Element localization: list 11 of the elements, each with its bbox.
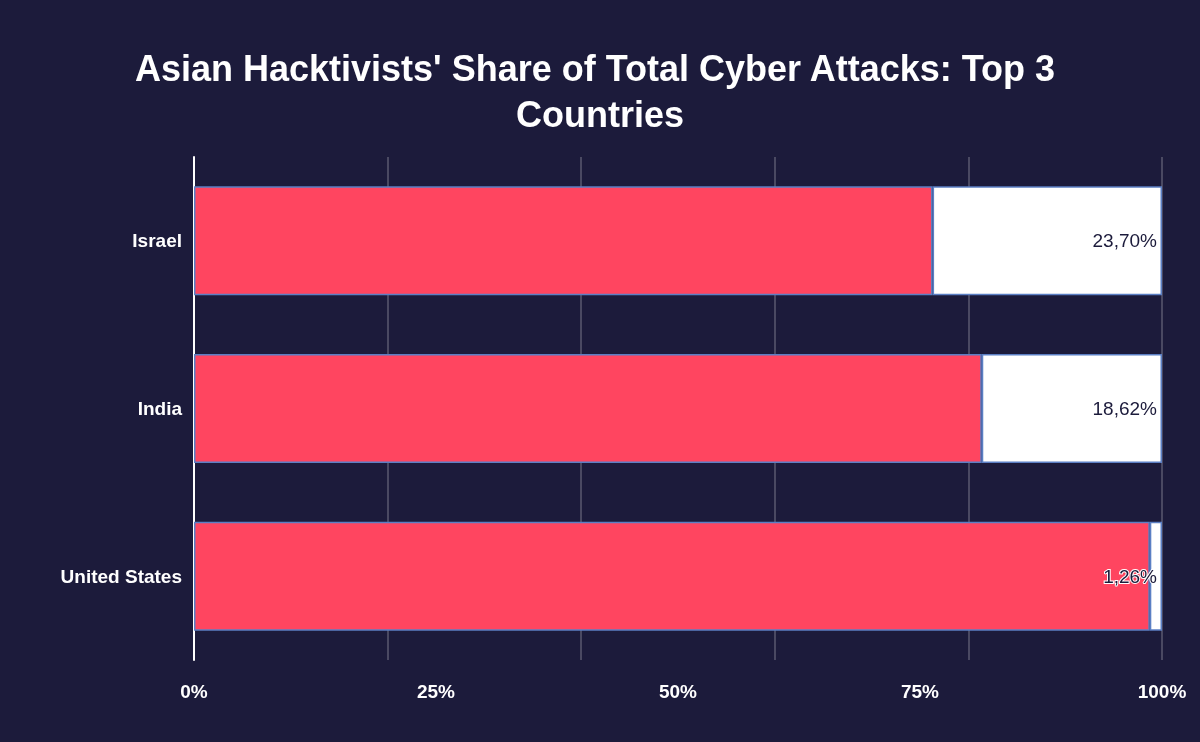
- x-tick-label: 75%: [900, 681, 940, 702]
- data-label: 18,62%: [1092, 398, 1158, 419]
- x-tick-label: 25%: [416, 681, 456, 702]
- y-tick-label: India: [137, 398, 183, 419]
- y-tick-label: Israel: [132, 230, 182, 252]
- y-tick-label: United States: [60, 565, 182, 587]
- chart-title: Asian Hacktivists' Share of Total Cyber Attacks: Top 3 Countries: [134, 47, 1066, 135]
- data-label: 23,70%: [1092, 230, 1158, 252]
- x-tick-label: 50%: [658, 681, 698, 702]
- x-tick-label: 100%: [1137, 681, 1187, 702]
- x-tick-label: 0%: [180, 681, 208, 702]
